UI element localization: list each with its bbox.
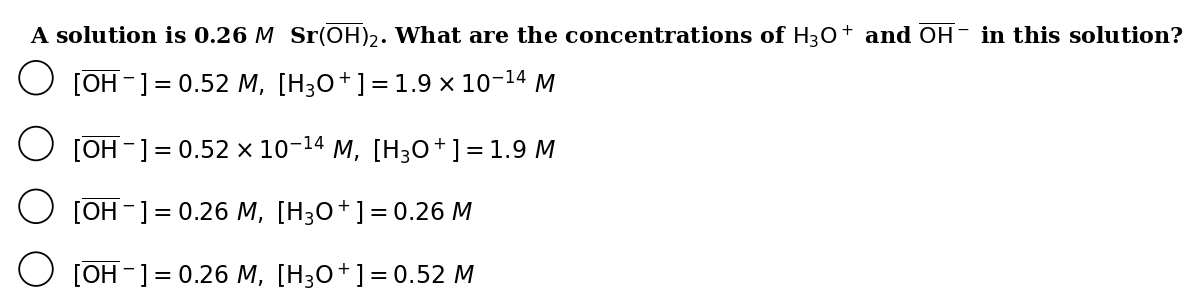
Text: $[\overline{\mathrm{OH}}^-] = 0.52 \times 10^{-14}\ M,\ [\mathrm{H_3O^+}] = 1.9\: $[\overline{\mathrm{OH}}^-] = 0.52 \time…: [72, 133, 556, 166]
Text: $[\overline{\mathrm{OH}}^-] = 0.26\ M,\ [\mathrm{H_3O^+}] = 0.52\ M$: $[\overline{\mathrm{OH}}^-] = 0.26\ M,\ …: [72, 259, 475, 291]
Text: A solution is 0.26 $M$  Sr$(\overline{\mathrm{OH}})_2$. What are the concentrati: A solution is 0.26 $M$ Sr$(\overline{\ma…: [30, 21, 1184, 50]
Text: $[\overline{\mathrm{OH}}^-] = 0.52\ M,\ [\mathrm{H_3O^+}] = 1.9 \times 10^{-14}\: $[\overline{\mathrm{OH}}^-] = 0.52\ M,\ …: [72, 68, 556, 100]
Text: $[\overline{\mathrm{OH}}^-] = 0.26\ M,\ [\mathrm{H_3O^+}] = 0.26\ M$: $[\overline{\mathrm{OH}}^-] = 0.26\ M,\ …: [72, 196, 474, 228]
